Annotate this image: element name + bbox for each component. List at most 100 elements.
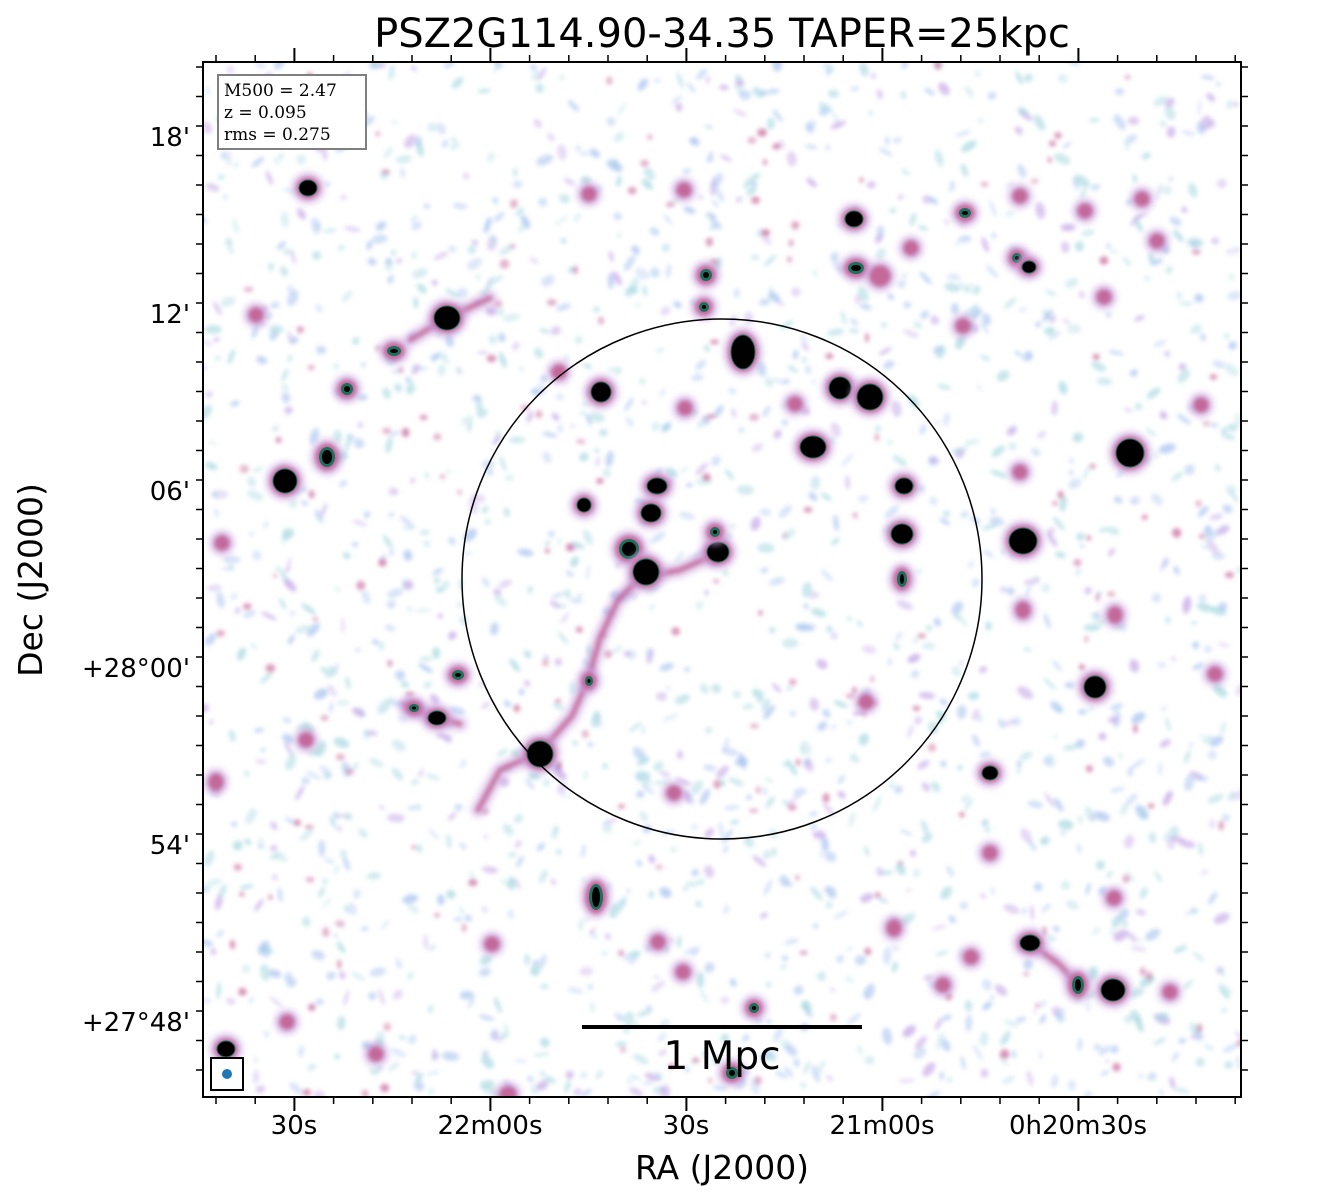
noise-speckle xyxy=(436,894,445,906)
noise-speckle xyxy=(287,634,295,645)
noise-speckle xyxy=(683,666,691,672)
noise-speckle xyxy=(1195,1057,1205,1067)
noise-speckle xyxy=(1222,504,1233,514)
noise-speckle xyxy=(222,555,241,564)
noise-speckle xyxy=(572,739,579,747)
noise-speckle xyxy=(718,821,724,839)
noise-speckle xyxy=(858,733,870,746)
noise-speckle xyxy=(263,520,269,528)
noise-blob xyxy=(335,920,345,927)
noise-speckle xyxy=(299,828,314,841)
noise-speckle xyxy=(541,274,555,287)
noise-speckle xyxy=(685,482,693,488)
noise-speckle xyxy=(1098,732,1107,741)
noise-speckle xyxy=(965,1014,973,1032)
noise-speckle xyxy=(833,910,849,920)
noise-blob xyxy=(243,287,254,292)
noise-blob xyxy=(308,490,315,499)
noise-speckle xyxy=(283,578,297,592)
noise-speckle xyxy=(630,1074,641,1081)
noise-speckle xyxy=(571,541,586,550)
noise-speckle xyxy=(279,265,289,277)
noise-speckle xyxy=(481,866,499,874)
noise-speckle xyxy=(746,188,756,193)
noise-speckle xyxy=(268,969,282,978)
noise-speckle xyxy=(769,291,781,303)
radio-source xyxy=(671,960,695,984)
noise-speckle xyxy=(1090,612,1106,626)
noise-speckle xyxy=(981,237,990,253)
noise-speckle xyxy=(1083,623,1101,632)
noise-speckle xyxy=(544,540,551,547)
noise-speckle xyxy=(1162,790,1173,806)
noise-blob xyxy=(378,558,387,567)
noise-speckle xyxy=(722,747,739,757)
noise-speckle xyxy=(516,855,524,868)
noise-speckle xyxy=(762,849,772,860)
noise-speckle xyxy=(563,178,576,186)
noise-blob xyxy=(822,793,830,803)
radio-source xyxy=(210,531,234,555)
noise-speckle xyxy=(460,759,466,769)
noise-speckle xyxy=(314,509,324,523)
noise-speckle xyxy=(764,377,774,387)
noise-speckle xyxy=(702,764,717,771)
noise-speckle xyxy=(1023,647,1032,652)
radio-source xyxy=(495,1082,521,1097)
radio-source xyxy=(275,1010,299,1034)
noise-speckle xyxy=(933,345,944,354)
radio-source xyxy=(444,662,472,688)
noise-speckle xyxy=(901,169,910,176)
noise-speckle xyxy=(1105,1059,1110,1064)
noise-speckle xyxy=(946,865,954,877)
noise-speckle xyxy=(1209,513,1223,521)
noise-speckle xyxy=(287,354,293,363)
noise-speckle xyxy=(503,700,512,708)
noise-speckle xyxy=(1153,452,1159,459)
noise-speckle xyxy=(746,794,753,801)
noise-speckle xyxy=(1046,934,1057,943)
noise-speckle xyxy=(897,280,906,288)
noise-speckle xyxy=(1219,721,1227,735)
noise-speckle xyxy=(704,589,709,596)
noise-speckle xyxy=(287,557,291,572)
noise-speckle xyxy=(1145,928,1161,941)
noise-speckle xyxy=(705,726,713,734)
noise-speckle xyxy=(705,75,710,85)
noise-speckle xyxy=(674,694,691,705)
noise-speckle xyxy=(560,238,567,244)
noise-speckle xyxy=(423,933,429,950)
noise-speckle xyxy=(258,940,270,956)
radio-source xyxy=(724,328,762,376)
noise-speckle xyxy=(280,211,289,228)
noise-speckle xyxy=(809,823,818,830)
noise-speckle xyxy=(1039,1014,1047,1024)
noise-speckle xyxy=(639,775,652,787)
noise-speckle xyxy=(391,767,404,781)
noise-blob xyxy=(541,658,549,667)
noise-speckle xyxy=(846,616,853,622)
noise-speckle xyxy=(535,83,544,93)
noise-speckle xyxy=(876,867,884,877)
noise-speckle xyxy=(1109,786,1126,793)
noise-speckle xyxy=(1017,107,1028,116)
noise-speckle xyxy=(214,894,223,911)
noise-speckle xyxy=(623,397,634,412)
noise-speckle xyxy=(513,813,524,824)
noise-speckle xyxy=(384,258,393,273)
noise-speckle xyxy=(538,197,548,207)
noise-speckle xyxy=(722,829,733,844)
noise-speckle xyxy=(734,80,745,87)
noise-speckle xyxy=(1194,293,1204,303)
noise-speckle xyxy=(827,89,840,98)
noise-speckle xyxy=(352,541,359,548)
y-tick-label: 12' xyxy=(149,300,190,330)
noise-speckle xyxy=(1146,387,1161,399)
noise-speckle xyxy=(433,576,441,584)
noise-speckle xyxy=(1072,432,1083,443)
noise-speckle xyxy=(773,429,782,439)
noise-speckle xyxy=(1068,478,1082,489)
noise-speckle xyxy=(338,479,348,488)
noise-speckle xyxy=(654,78,661,83)
noise-speckle xyxy=(858,494,869,503)
